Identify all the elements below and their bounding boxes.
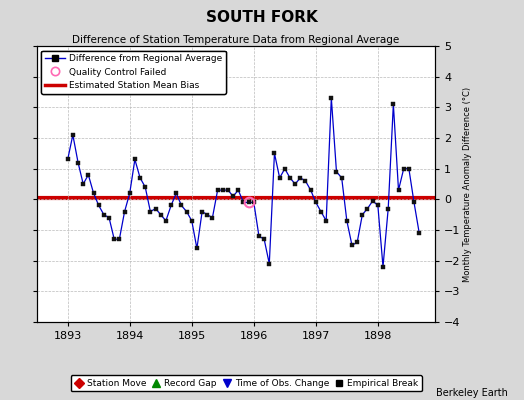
Legend: Difference from Regional Average, Quality Control Failed, Estimated Station Mean: Difference from Regional Average, Qualit… [41, 50, 226, 94]
Text: Berkeley Earth: Berkeley Earth [436, 388, 508, 398]
Title: Difference of Station Temperature Data from Regional Average: Difference of Station Temperature Data f… [72, 35, 399, 45]
Legend: Station Move, Record Gap, Time of Obs. Change, Empirical Break: Station Move, Record Gap, Time of Obs. C… [71, 375, 422, 392]
Text: SOUTH FORK: SOUTH FORK [206, 10, 318, 25]
Y-axis label: Monthly Temperature Anomaly Difference (°C): Monthly Temperature Anomaly Difference (… [463, 86, 472, 282]
